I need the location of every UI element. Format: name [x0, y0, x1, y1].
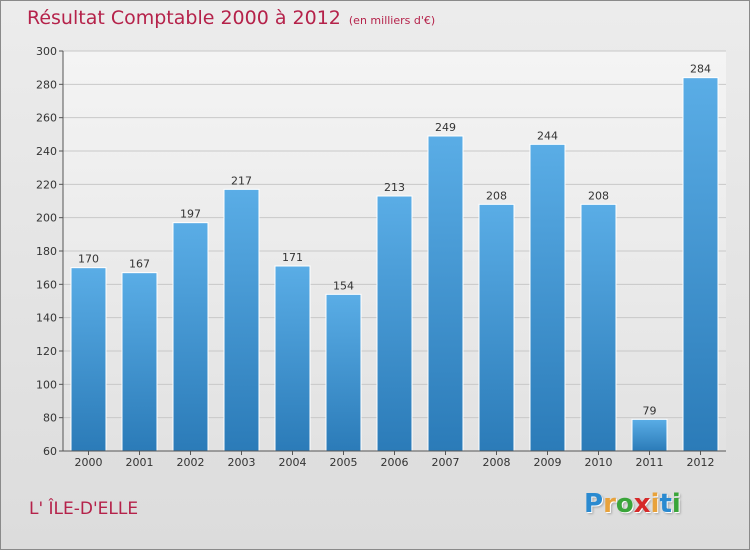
data-label-2001: 167 [129, 258, 150, 271]
data-label-2006: 213 [384, 181, 405, 194]
y-tick-label: 280 [36, 78, 57, 91]
data-label-2012: 284 [690, 63, 711, 76]
bar-2009 [529, 143, 566, 452]
y-tick-label: 120 [36, 345, 57, 358]
x-tick-label: 2010 [585, 456, 613, 469]
data-label-2009: 244 [537, 129, 558, 142]
data-label-2000: 170 [78, 253, 99, 266]
bar-2011 [631, 418, 668, 452]
logo-letter: i [650, 489, 660, 519]
x-tick-label: 2000 [75, 456, 103, 469]
x-tick-label: 2007 [432, 456, 460, 469]
data-label-2005: 154 [333, 279, 354, 292]
data-label-2007: 249 [435, 121, 456, 134]
x-tick-label: 2001 [126, 456, 154, 469]
x-tick-label: 2009 [534, 456, 562, 469]
logo-letter: x [633, 489, 651, 519]
y-tick-label: 300 [36, 45, 57, 58]
x-tick-label: 2003 [228, 456, 256, 469]
x-tick-label: 2008 [483, 456, 511, 469]
bar-2004 [274, 265, 311, 452]
y-tick-label: 260 [36, 112, 57, 125]
chart-title: Résultat Comptable 2000 à 2012 [27, 7, 341, 29]
logo-letter: o [615, 489, 634, 519]
bar-2003 [223, 188, 260, 452]
chart-subtitle: (en milliers d'€) [348, 14, 436, 27]
y-tick-label: 180 [36, 245, 57, 258]
y-tick-label: 60 [43, 445, 57, 458]
data-label-2002: 197 [180, 208, 201, 221]
x-tick-label: 2011 [636, 456, 664, 469]
x-tick-label: 2004 [279, 456, 307, 469]
bar-2005 [325, 293, 362, 452]
logo-letter: P [584, 489, 604, 519]
data-label-2010: 208 [588, 189, 609, 202]
bar-2007 [427, 135, 464, 452]
bar-2008 [478, 203, 515, 452]
data-label-2011: 79 [643, 404, 657, 417]
logo-letter: t [659, 489, 672, 519]
bar-2012 [682, 77, 719, 452]
y-tick-label: 160 [36, 278, 57, 291]
y-tick-label: 220 [36, 178, 57, 191]
logo-letter: i [671, 489, 681, 519]
data-label-2004: 171 [282, 251, 303, 264]
bar-2010 [580, 203, 617, 452]
x-tick-label: 2012 [687, 456, 715, 469]
x-tick-label: 2006 [381, 456, 409, 469]
chart-title-block: Résultat Comptable 2000 à 2012 (en millie… [27, 7, 435, 29]
data-label-2008: 208 [486, 189, 507, 202]
y-tick-label: 100 [36, 378, 57, 391]
bar-2001 [121, 272, 158, 452]
logo-letter: r [603, 489, 616, 519]
data-label-2003: 217 [231, 174, 252, 187]
x-tick-label: 2005 [330, 456, 358, 469]
bar-2002 [172, 222, 209, 452]
y-tick-label: 200 [36, 212, 57, 225]
y-tick-label: 240 [36, 145, 57, 158]
commune-name: L' ÎLE-D'ELLE [29, 499, 139, 519]
bar-2000 [70, 267, 107, 452]
y-tick-label: 140 [36, 312, 57, 325]
bar-2006 [376, 195, 413, 452]
proxiti-logo: Proxiti [584, 489, 681, 519]
y-tick-label: 80 [43, 412, 57, 425]
x-tick-label: 2002 [177, 456, 205, 469]
